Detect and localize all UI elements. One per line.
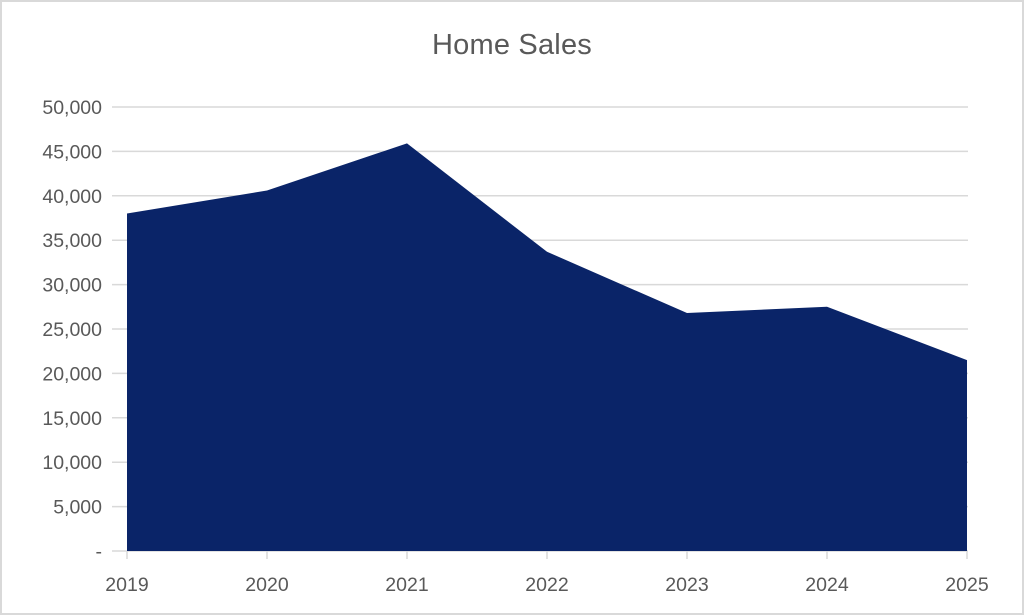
y-axis-tick-label: 10,000 [42,452,102,474]
y-axis-tick-label: 35,000 [42,230,102,252]
y-axis-tick-label: 45,000 [42,141,102,163]
y-axis-tick-label: 5,000 [53,497,102,519]
y-axis-tick-label: 15,000 [42,408,102,430]
y-axis-tick-label: 40,000 [42,186,102,208]
x-axis-tick-label: 2020 [245,574,289,596]
x-axis-tick-label: 2024 [805,574,849,596]
x-axis-tick-label: 2025 [945,574,989,596]
area-series-home-sales [127,143,967,551]
x-axis-tick-label: 2019 [105,574,148,596]
y-axis-tick-label: 20,000 [42,363,102,385]
y-axis-tick-label: - [96,541,103,563]
x-axis-tick-label: 2022 [525,574,568,596]
y-axis-tick-label: 30,000 [42,275,102,297]
y-axis-tick-label: 25,000 [42,319,102,341]
y-axis-tick-label: 50,000 [42,97,102,119]
chart-title: Home Sales [432,29,592,61]
x-axis-tick-label: 2021 [385,574,428,596]
x-axis-tick-label: 2023 [665,574,708,596]
